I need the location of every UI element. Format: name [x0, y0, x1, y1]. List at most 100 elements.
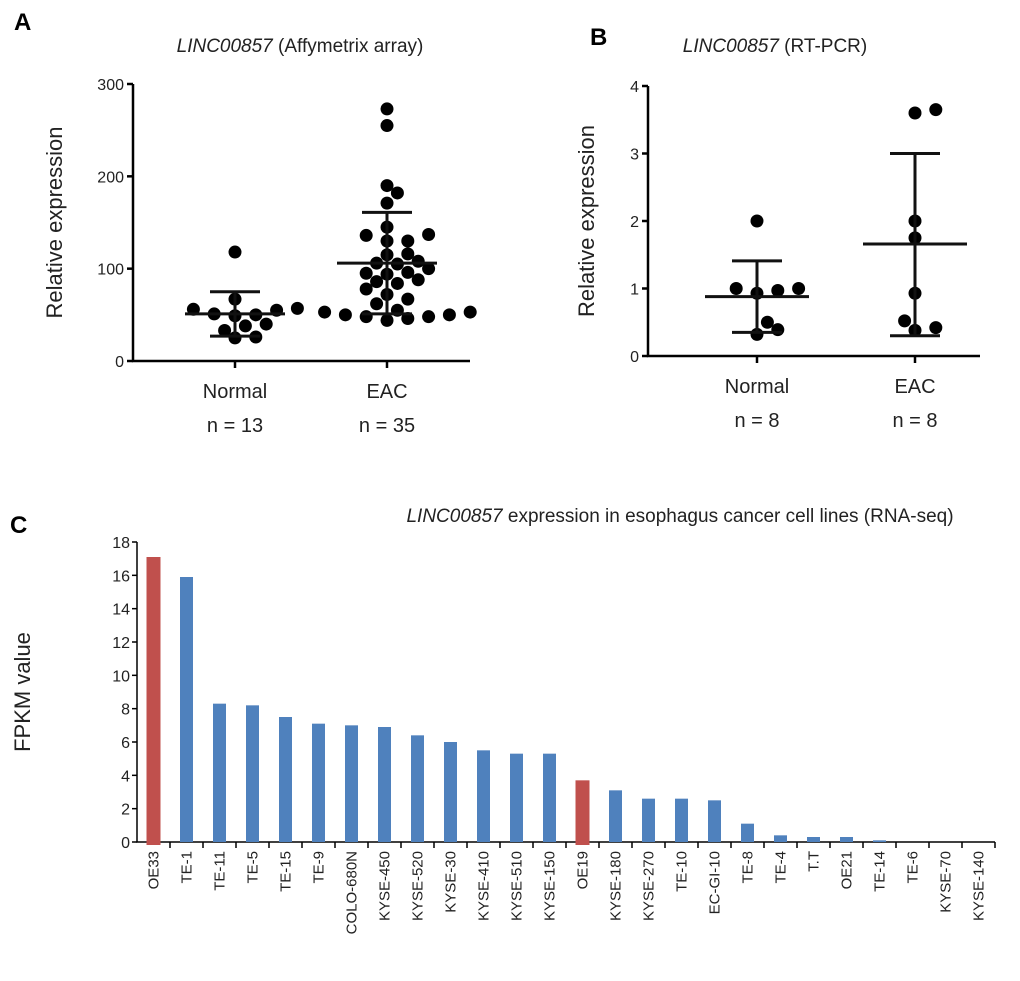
data-point	[380, 196, 394, 210]
y-tick-label: 16	[112, 568, 130, 585]
y-tick-label: 4	[121, 768, 130, 785]
data-point	[359, 228, 373, 242]
axes	[131, 84, 470, 363]
y-tick-label: 6	[121, 735, 130, 752]
x-category-label: TE-1	[179, 851, 196, 884]
data-point	[729, 282, 743, 295]
data-point	[390, 186, 404, 200]
group-eac: EAC n = 8	[863, 103, 967, 432]
data-point	[380, 102, 394, 116]
x-category-label: TE-15	[278, 851, 295, 892]
group-n-label: n = 13	[207, 415, 263, 437]
x-category-label: KYSE-270	[641, 851, 658, 921]
y-tick-label: 14	[112, 602, 130, 619]
y-axis-label: FPKM value	[10, 632, 35, 752]
x-category-label: EC-GI-10	[707, 851, 724, 914]
data-point	[359, 282, 373, 296]
data-point	[463, 305, 477, 319]
group-label: EAC	[366, 381, 407, 403]
y-tick-label: 18	[112, 535, 130, 552]
axes	[136, 542, 995, 843]
data-point	[401, 292, 415, 306]
x-category-label: OE21	[839, 851, 856, 889]
x-category-label: TE-8	[740, 851, 757, 884]
data-point	[401, 247, 415, 261]
data-point	[411, 254, 425, 268]
data-point	[422, 310, 436, 324]
x-category-label: KYSE-410	[476, 851, 493, 921]
data-point	[370, 275, 384, 289]
bar-kyse-180	[609, 790, 622, 842]
bar-te-14	[873, 840, 886, 842]
x-category-label: KYSE-510	[509, 851, 526, 921]
title-rest: (Affymetrix array)	[273, 36, 424, 57]
x-category-label: COLO-680N	[344, 851, 361, 934]
group-n-label: n = 35	[359, 415, 415, 437]
data-point	[771, 323, 785, 337]
chart-title: LINC00857 (Affymetrix array)	[177, 36, 424, 57]
bar-kyse-510	[510, 753, 523, 842]
x-category-label: TE-11	[212, 851, 229, 891]
x-category-label: KYSE-180	[608, 851, 625, 921]
panel-a: LINC00857 (Affymetrix array) 0 100 200 300 Re…	[42, 36, 477, 437]
x-category-label: TE-4	[773, 851, 790, 884]
data-point	[929, 321, 943, 335]
data-point	[218, 324, 232, 338]
data-point	[401, 265, 415, 279]
x-category-label: TE-9	[311, 851, 328, 884]
data-point	[380, 119, 394, 133]
y-tick-label: 4	[630, 79, 639, 96]
x-category-label: KYSE-140	[971, 851, 988, 921]
data-point	[380, 313, 394, 327]
y-tick-label: 10	[112, 668, 130, 685]
panel-letter-c: C	[10, 512, 27, 539]
panel-c: LINC00857 expression in esophagus cancer…	[10, 506, 996, 934]
y-tick-label: 200	[97, 169, 124, 186]
bar-te-11	[213, 703, 226, 842]
panel-b: LINC00857 (RT-PCR) 0 1 2 3 4 Relative expressi…	[574, 36, 980, 432]
data-point	[908, 106, 922, 120]
title-rest: (RT-PCR)	[779, 36, 867, 57]
y-tick-label: 1	[630, 282, 639, 299]
bar-kyse-270	[642, 798, 655, 842]
data-point	[792, 282, 806, 295]
y-tick-label: 8	[121, 702, 130, 719]
x-category-label: OE33	[146, 851, 163, 889]
bar-te-10	[675, 798, 688, 842]
data-point	[390, 276, 404, 290]
data-point	[771, 284, 785, 298]
bar-oe21	[840, 837, 853, 842]
panel-letter-b: B	[590, 24, 607, 51]
bar-ec-gi-10	[708, 800, 721, 842]
bar-te-15	[279, 717, 292, 842]
group-normal: Normal n = 8	[705, 214, 809, 432]
bar-kyse-410	[477, 750, 490, 842]
group-eac: EAC n = 35	[318, 102, 477, 437]
x-category-label: KYSE-70	[938, 851, 955, 913]
data-point	[750, 214, 764, 228]
data-point	[359, 310, 373, 324]
data-point	[411, 273, 425, 287]
data-point	[259, 317, 273, 331]
y-tick-label: 2	[630, 214, 639, 231]
data-point	[422, 262, 436, 276]
group-normal: Normal n = 13	[185, 245, 304, 437]
x-category-label: TE-6	[905, 851, 922, 884]
x-category-label: TE-10	[674, 851, 691, 892]
x-category-label: TE-14	[872, 851, 889, 892]
bar-te-5	[246, 705, 259, 842]
bar-kyse-150	[543, 753, 556, 842]
panel-letter-a: A	[14, 9, 31, 36]
x-category-label: KYSE-450	[377, 851, 394, 921]
y-tick-label: 2	[121, 802, 130, 819]
bar-kyse-450	[378, 727, 391, 842]
y-tick-label: 100	[97, 262, 124, 279]
title-gene: LINC00857	[406, 506, 504, 527]
bar-oe19	[575, 780, 590, 845]
data-point	[290, 301, 304, 315]
y-axis-label: Relative expression	[574, 125, 599, 317]
data-point	[228, 245, 242, 259]
group-label: EAC	[894, 376, 935, 398]
y-tick-label: 3	[630, 147, 639, 164]
data-point	[401, 234, 415, 248]
